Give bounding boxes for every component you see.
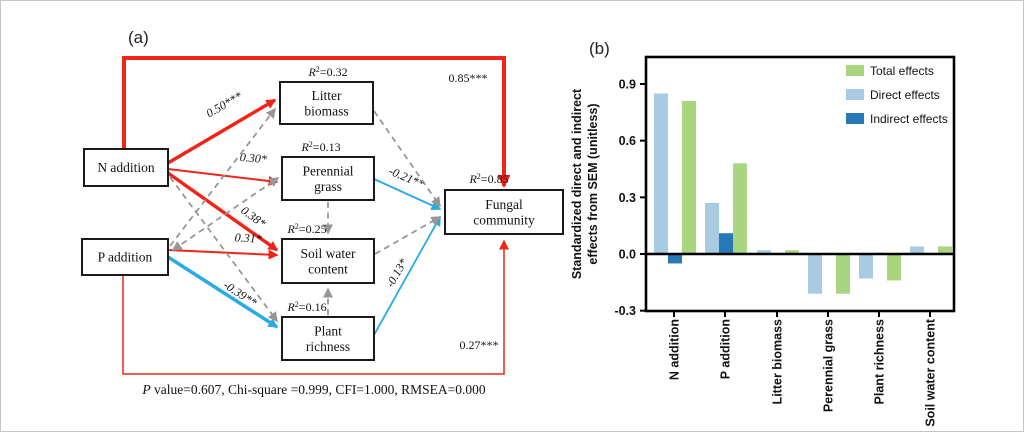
sem-node-r2-litter: R2=0.32 <box>307 65 347 79</box>
y-tick-label: 0.0 <box>619 248 636 262</box>
sem-edge-n_plant <box>169 176 278 323</box>
sem-edge-n_fungal <box>122 56 511 188</box>
x-category-label: Plant richness <box>873 319 887 404</box>
legend-swatch-total <box>846 65 864 76</box>
bar-total-p-addition <box>733 163 747 254</box>
plot-frame <box>644 55 956 313</box>
sem-edge-label-n_litter: 0.50*** <box>204 89 245 121</box>
legend-label: Direct effects <box>870 88 940 102</box>
sem-edge-n_litter <box>167 98 277 165</box>
bar-indirect-n-addition <box>668 254 682 264</box>
x-category-label: Perennial grass <box>822 319 836 412</box>
sem-edge-label-plant_fungal: -0.13* <box>383 256 411 290</box>
sem-edge-p_perennial <box>171 177 280 251</box>
sem-edge-n_perennial <box>167 168 279 186</box>
sem-node-r2-fungal: R2=0.85 <box>468 172 508 186</box>
sem-node-label: Soil water content <box>300 246 356 277</box>
legend-label: Total effects <box>870 64 934 78</box>
bar-total-soil-water-content <box>938 246 952 254</box>
sem-node-litter: Litter biomass <box>279 81 374 125</box>
sem-node-r2-plant: R2=0.16 <box>286 300 326 314</box>
sem-node-label: Plant richness <box>306 324 350 355</box>
bar-total-perennial-grass <box>836 254 850 294</box>
sem-node-box <box>81 238 169 276</box>
sem-edge-label-n_fungal: 0.85*** <box>449 71 488 85</box>
sem-edge-label-p_fungal: 0.27*** <box>460 338 499 352</box>
x-category-label: Litter biomass <box>771 319 785 404</box>
sem-node-label: P addition <box>98 250 153 265</box>
bar-direct-litter-biomass <box>757 250 771 254</box>
bar-direct-n-addition <box>654 93 668 254</box>
legend-swatch-indirect <box>846 113 864 124</box>
sem-edge-plant_fungal <box>373 215 441 336</box>
sem-edge-p_fungal <box>122 239 509 375</box>
sem-node-perennial: Perennial grass <box>281 156 375 201</box>
bar-direct-soil-water-content <box>910 246 924 254</box>
x-category-label: N addition <box>668 319 682 380</box>
sem-edge-p_plant <box>167 255 279 329</box>
panel-a-label: (a) <box>128 28 149 47</box>
y-tick-label: -0.3 <box>614 304 636 318</box>
bar-direct-plant-richness <box>859 254 873 279</box>
sem-node-box <box>83 148 169 187</box>
bar-total-litter-biomass <box>785 250 799 254</box>
bar-direct-perennial-grass <box>808 254 822 294</box>
panel-b-label: (b) <box>589 39 610 58</box>
sem-edge-label-p_swc: 0.31* <box>234 230 262 245</box>
legend-label: Indirect effects <box>870 112 948 126</box>
sem-node-fungal: Fungal community <box>444 189 564 235</box>
sem-node-label: Perennial grass <box>303 164 354 195</box>
y-axis-title-line: effects from SEM (unitless) <box>586 103 600 264</box>
bar-chart-panel: (b) -0.3 0.0 0.3 0.6 0.9 N addition P addition L… <box>570 39 956 427</box>
sem-node-box <box>281 238 375 284</box>
x-category-label: Soil water content <box>924 318 938 426</box>
sem-node-label: Litter biomass <box>304 88 348 119</box>
sem-node-plant: Plant richness <box>281 316 375 361</box>
sem-node-box <box>444 189 564 235</box>
sem-node-n_addition: N addition <box>83 148 169 187</box>
sem-node-r2-swc: R2=0.25 <box>286 222 326 236</box>
y-tick-label: 0.9 <box>619 77 636 91</box>
sem-fit-caption: P value=0.607, Chi-square =0.999, CFI=1.… <box>141 382 485 397</box>
bar-indirect-p-addition <box>719 233 733 254</box>
sem-edge-p_swc <box>167 249 279 260</box>
sem-node-p_addition: P addition <box>81 238 169 276</box>
sem-node-box <box>281 156 375 201</box>
legend-swatch-direct <box>846 89 864 100</box>
sem-node-r2-perennial: R2=0.13 <box>300 140 340 154</box>
sem-node-swc: Soil water content <box>281 238 375 284</box>
bar-total-plant-richness <box>887 254 901 281</box>
sem-edge-perennial_fungal <box>373 178 442 211</box>
y-axis-title-line: Standardized direct and indirect <box>570 88 584 279</box>
bar-direct-p-addition <box>705 202 719 254</box>
sem-node-label: N addition <box>97 160 155 175</box>
sem-node-box <box>281 316 375 361</box>
x-category-label: P addition <box>719 319 733 379</box>
sem-diagram-panel: (a)0.50***0.30*0.38*0.31*-0.39**-0.21**-… <box>81 28 564 397</box>
sem-node-box <box>279 81 374 125</box>
sem-edge-swc_fungal <box>374 216 442 255</box>
bar-total-n-addition <box>682 100 696 254</box>
y-tick-label: 0.3 <box>619 191 636 205</box>
y-tick-label: 0.6 <box>619 134 636 148</box>
sem-edge-label-n_perennial: 0.30* <box>239 150 267 166</box>
sem-node-label: Fungal community <box>473 197 535 228</box>
sem-edge-litter_fungal <box>373 110 441 208</box>
